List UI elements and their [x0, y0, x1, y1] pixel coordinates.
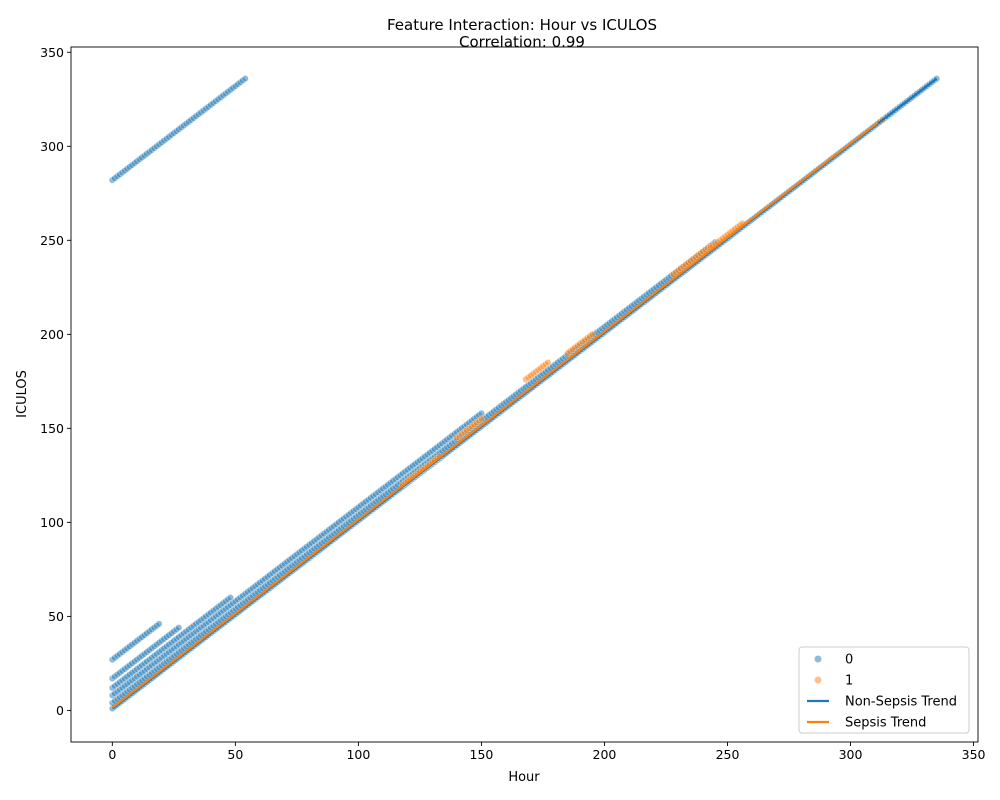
- legend-label: Non-Sepsis Trend: [845, 695, 957, 710]
- scatter-point-0: [227, 594, 234, 602]
- y-tick-label: 50: [48, 609, 64, 624]
- x-tick-label: 0: [108, 747, 116, 762]
- y-axis-label: ICULOS: [15, 370, 30, 418]
- scatter-point-0: [155, 620, 163, 628]
- x-tick-label: 300: [839, 747, 863, 762]
- legend: 0 1 Non-Sepsis Trend Sepsis Trend: [798, 646, 970, 734]
- y-axis: 0 50 100 150 200 250 300 350: [40, 45, 71, 718]
- trend-lines-layer: [111, 77, 938, 710]
- scatter-point-0: [241, 75, 249, 83]
- x-tick-label: 150: [470, 747, 494, 762]
- y-tick-label: 250: [40, 233, 64, 248]
- legend-label: 0: [845, 653, 853, 668]
- x-tick-label: 100: [346, 747, 370, 762]
- legend-box: [798, 646, 970, 734]
- x-tick-label: 50: [227, 747, 243, 762]
- legend-label: 1: [845, 674, 853, 689]
- scatter-point-1: [588, 330, 596, 338]
- legend-label: Sepsis Trend: [845, 716, 926, 731]
- scatter-point-0: [175, 624, 183, 632]
- y-tick-label: 0: [56, 703, 64, 718]
- x-axis: 0 50 100 150 200 250 300 350: [108, 742, 986, 762]
- y-tick-label: 200: [40, 327, 64, 342]
- chart-subtitle: Correlation: 0.99: [459, 33, 585, 51]
- x-axis-label: Hour: [508, 770, 540, 785]
- legend-marker-1: [814, 676, 822, 684]
- plot-area: [70, 46, 979, 743]
- legend-marker-0: [814, 655, 822, 663]
- y-tick-label: 350: [40, 45, 64, 60]
- chart-title: Feature Interaction: Hour vs ICULOS: [387, 16, 657, 34]
- y-tick-label: 300: [40, 139, 64, 154]
- x-tick-label: 350: [962, 747, 986, 762]
- scatter-point-1: [477, 415, 485, 423]
- points-layer: [108, 75, 941, 712]
- x-tick-label: 200: [593, 747, 617, 762]
- y-tick-label: 150: [40, 421, 64, 436]
- sepsis-trend-line: [111, 121, 879, 709]
- y-tick-label: 100: [40, 515, 64, 530]
- x-tick-label: 250: [716, 747, 740, 762]
- plot-frame: [70, 46, 979, 743]
- scatter-point-1: [544, 359, 552, 366]
